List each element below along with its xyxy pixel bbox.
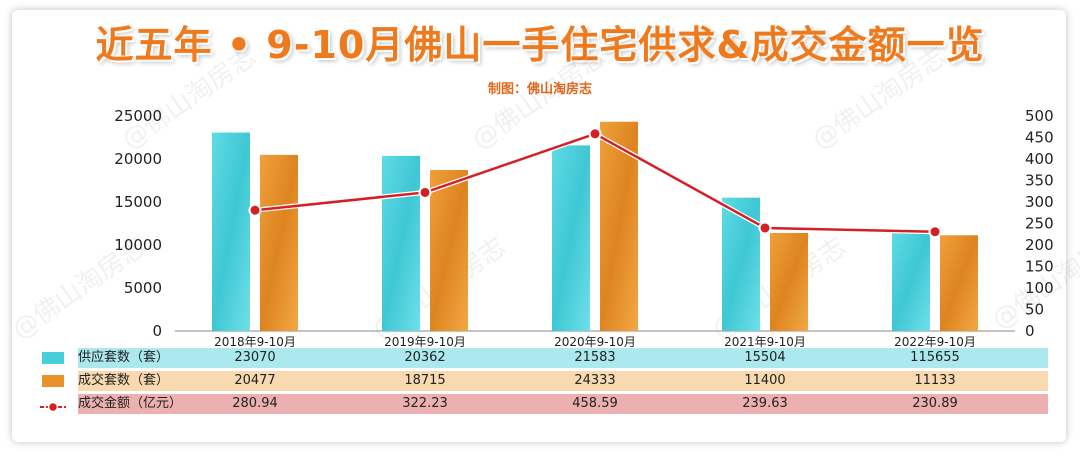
y-right-tick-label: 250 xyxy=(1025,215,1054,233)
chart-card xyxy=(12,10,1066,442)
y-right-tick-label: 500 xyxy=(1025,107,1054,125)
x-tick-label: 2021年9-10月 xyxy=(724,335,806,349)
x-tick-label: 2018年9-10月 xyxy=(214,335,296,349)
table-cell: 21583 xyxy=(574,350,616,365)
table-cell: 11133 xyxy=(914,373,956,388)
y-right-tick-label: 100 xyxy=(1025,279,1054,297)
bar-supply xyxy=(892,231,930,331)
table-cell: 20362 xyxy=(404,350,446,365)
y-right-tick-label: 50 xyxy=(1025,301,1044,319)
bar-deal xyxy=(770,232,808,331)
bar-deal xyxy=(940,235,978,331)
x-tick-label: 2020年9-10月 xyxy=(554,335,636,349)
y-right-tick-label: 200 xyxy=(1025,236,1054,254)
table-row-supply: 供应套数（套） 23070 20362 21583 15504 115655 xyxy=(42,348,1048,368)
table-row-amount: 成交金额（亿元） 280.94 322.23 458.59 239.63 230.89 xyxy=(40,394,1048,414)
legend-label: 成交套数（套） xyxy=(78,373,170,388)
y-left-tick-label: 0 xyxy=(152,322,162,340)
table-cell: 20477 xyxy=(234,373,276,388)
y-left-tick-label: 20000 xyxy=(114,150,162,168)
chart-title: 近五年 • 9-10月佛山一手住宅供求&成交金额一览 xyxy=(95,23,985,67)
legend-swatch-deal xyxy=(42,375,64,387)
amount-point xyxy=(758,221,772,235)
table-cell: 239.63 xyxy=(742,396,788,411)
bar-supply xyxy=(382,155,420,331)
chart-subtitle: 制图：佛山淘房志 xyxy=(487,82,592,97)
y-right-tick-label: 300 xyxy=(1025,193,1054,211)
table-cell: 115655 xyxy=(910,350,960,365)
table-cell: 230.89 xyxy=(912,396,958,411)
bar-supply xyxy=(552,145,590,331)
watermark: @佛山淘房志 xyxy=(467,42,612,156)
table-cell: 280.94 xyxy=(232,396,278,411)
y-right-tick-label: 150 xyxy=(1025,258,1054,276)
legend-swatch-supply xyxy=(42,352,64,364)
y-right-tick-label: 350 xyxy=(1025,172,1054,190)
amount-point xyxy=(248,203,262,217)
table-cell: 23070 xyxy=(234,350,276,365)
y-right-tick-label: 400 xyxy=(1025,150,1054,168)
y-left-tick-label: 5000 xyxy=(124,279,162,297)
table-cell: 24333 xyxy=(574,373,616,388)
table-cell: 18715 xyxy=(404,373,446,388)
y-left-tick-label: 25000 xyxy=(114,107,162,125)
amount-point xyxy=(418,185,432,199)
bar-deal xyxy=(430,170,468,331)
bar-deal xyxy=(260,154,298,331)
legend-label: 成交金额（亿元） xyxy=(78,396,183,411)
y-left-tick-label: 15000 xyxy=(114,193,162,211)
watermark: @佛山淘房志 xyxy=(807,42,952,156)
y-right-tick-label: 450 xyxy=(1025,129,1054,147)
y-right-tick-label: 0 xyxy=(1025,322,1035,340)
x-tick-label: 2022年9-10月 xyxy=(894,335,976,349)
table-cell: 11400 xyxy=(744,373,786,388)
x-tick-label: 2019年9-10月 xyxy=(384,335,466,349)
amount-point xyxy=(588,127,602,141)
table-cell: 322.23 xyxy=(402,396,448,411)
bars-layer xyxy=(212,121,978,331)
table-cell: 15504 xyxy=(744,350,786,365)
bar-supply xyxy=(722,197,760,331)
table-row-deal: 成交套数（套） 20477 18715 24333 11400 11133 xyxy=(42,371,1048,391)
axes-layer: 0 5000 10000 15000 20000 25000 0 50 100 150 200 250… xyxy=(114,107,1053,349)
line-layer xyxy=(248,127,942,239)
legend-label: 供应套数（套） xyxy=(78,350,170,365)
bar-supply xyxy=(212,132,250,331)
table-cell: 458.59 xyxy=(572,396,618,411)
amount-point xyxy=(928,225,942,239)
y-left-tick-label: 10000 xyxy=(114,236,162,254)
legend-swatch-amount xyxy=(40,398,66,413)
